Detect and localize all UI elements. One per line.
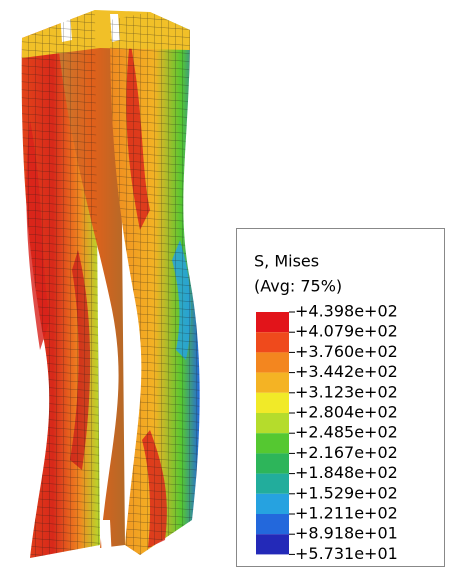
legend-subtitle: (Avg: 75%) [254, 277, 342, 296]
legend-label: +4.079e+02 [295, 322, 398, 341]
color-band [256, 393, 289, 413]
legend-label: +3.760e+02 [295, 342, 398, 361]
color-band [256, 534, 289, 554]
color-band [256, 413, 289, 433]
fea-model [22, 10, 200, 560]
legend-label: +1.848e+02 [295, 463, 398, 482]
color-band [256, 373, 289, 393]
legend-label: +1.529e+02 [295, 483, 398, 502]
legend-label: +3.123e+02 [295, 382, 398, 401]
color-band [256, 514, 289, 534]
color-band [256, 352, 289, 372]
legend: S, Mises (Avg: 75%) +4.398e+02+4.079e+02… [237, 229, 445, 567]
color-band [256, 494, 289, 514]
legend-title: S, Mises [254, 252, 319, 271]
color-band [256, 453, 289, 473]
page: S, Mises (Avg: 75%) +4.398e+02+4.079e+02… [0, 0, 451, 574]
legend-label: +4.398e+02 [295, 302, 398, 321]
legend-label: +5.731e+01 [295, 544, 398, 563]
legend-label: +8.918e+01 [295, 524, 398, 543]
color-band [256, 312, 289, 332]
color-band [256, 433, 289, 453]
legend-label: +2.804e+02 [295, 403, 398, 422]
legend-label: +3.442e+02 [295, 362, 398, 381]
color-band [256, 332, 289, 352]
legend-label: +2.167e+02 [295, 443, 398, 462]
color-band [256, 474, 289, 494]
legend-label: +1.211e+02 [295, 504, 398, 523]
legend-label: +2.485e+02 [295, 423, 398, 442]
